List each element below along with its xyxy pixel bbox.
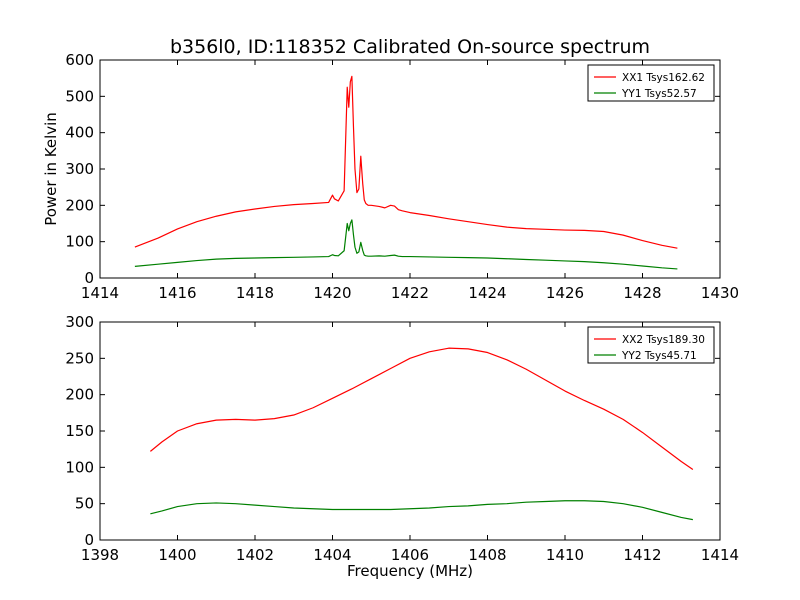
y-tick-label: 300 xyxy=(65,160,94,178)
y-tick-label: 250 xyxy=(65,349,94,367)
legend-1: XX1 Tsys162.62 YY1 Tsys52.57 xyxy=(587,64,715,102)
x-tick-label: 1414 xyxy=(81,284,119,302)
x-tick-label: 1418 xyxy=(236,284,274,302)
x-tick-label: 1422 xyxy=(391,284,429,302)
x-tick-label: 1408 xyxy=(468,546,506,564)
panel-1: 1414 1416 1418 1420 1422 1424 1426 1428 1430 0 100… xyxy=(42,51,739,302)
y-tick-label: 600 xyxy=(65,51,94,69)
x-tick-label: 1416 xyxy=(158,284,196,302)
x-tick-label: 1430 xyxy=(701,284,739,302)
x-tick-label: 1428 xyxy=(623,284,661,302)
legend-box xyxy=(587,64,715,102)
y-tick-label: 0 xyxy=(84,531,94,549)
chart-title: b356l0, ID:118352 Calibrated On-source s… xyxy=(170,36,650,58)
series-line-1-1 xyxy=(134,75,678,249)
x-axis-label: Frequency (MHz) xyxy=(347,562,473,580)
y-axis-label: Power in Kelvin xyxy=(42,112,60,226)
x-tick-label: 1400 xyxy=(158,546,196,564)
legend-2: XX2 Tsys189.30 YY2 Tsys45.71 xyxy=(587,326,715,364)
x-tick-label: 1404 xyxy=(313,546,351,564)
series-line-2-2 xyxy=(150,500,693,521)
y-tick-label: 0 xyxy=(84,269,94,287)
y-tick-label: 200 xyxy=(65,196,94,214)
x-tick-label: 1412 xyxy=(623,546,661,564)
legend-box xyxy=(587,326,715,364)
legend-entry: XX1 Tsys162.62 xyxy=(622,72,705,84)
x-tick-label: 1406 xyxy=(391,546,429,564)
series-line-1-2 xyxy=(134,219,678,270)
x-tick-label: 1414 xyxy=(701,546,739,564)
legend-entry: YY1 Tsys52.57 xyxy=(621,88,697,100)
y-tick-label: 500 xyxy=(65,87,94,105)
x-tick-label: 1402 xyxy=(236,546,274,564)
legend-entry: YY2 Tsys45.71 xyxy=(621,350,697,362)
y-tick-label: 150 xyxy=(65,422,94,440)
y-tick-label: 200 xyxy=(65,386,94,404)
panel-2: 1398 1400 1402 1404 1406 1408 1410 1412 1414 0 50 1… xyxy=(65,313,739,580)
x-tick-label: 1420 xyxy=(313,284,351,302)
y-tick-label: 300 xyxy=(65,313,94,331)
legend-entry: XX2 Tsys189.30 xyxy=(622,334,705,346)
x-tick-label: 1410 xyxy=(546,546,584,564)
x-tick-label: 1424 xyxy=(468,284,506,302)
y-tick-label: 100 xyxy=(65,458,94,476)
x-tick-label: 1398 xyxy=(81,546,119,564)
y-tick-label: 50 xyxy=(75,495,94,513)
series-line-2-1 xyxy=(149,347,694,471)
x-tick-label: 1426 xyxy=(546,284,584,302)
y-tick-label: 100 xyxy=(65,233,94,251)
y-tick-label: 400 xyxy=(65,124,94,142)
